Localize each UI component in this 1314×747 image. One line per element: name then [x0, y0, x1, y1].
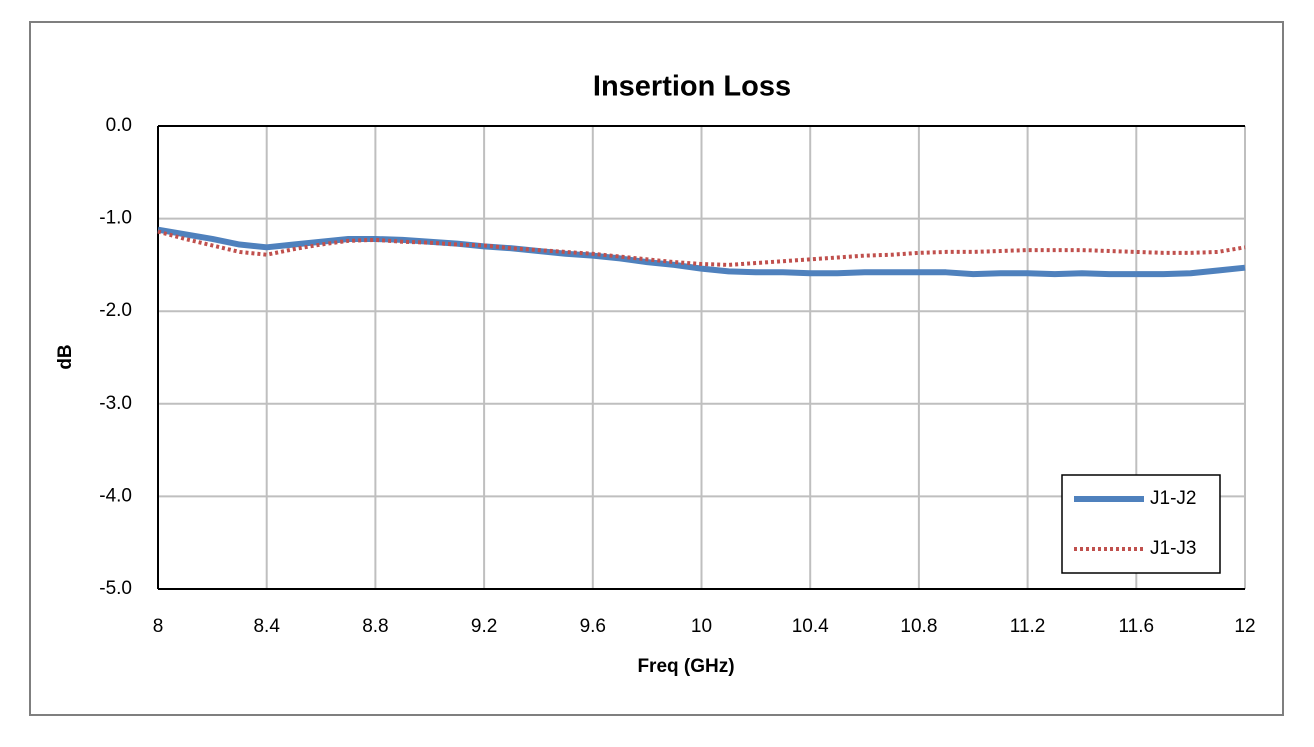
y-tick-label: -2.0: [99, 300, 132, 321]
y-axis-label: dB: [55, 344, 76, 369]
legend-box: [1061, 474, 1221, 574]
x-tick-label: 10: [691, 616, 712, 637]
x-tick-label: 8.4: [253, 616, 280, 637]
x-tick-label: 10.8: [900, 616, 937, 637]
y-tick-label: -4.0: [99, 485, 132, 506]
y-tick-label: -5.0: [99, 578, 132, 599]
x-tick-label: 12: [1234, 616, 1255, 637]
series-line: [157, 226, 1246, 278]
x-tick-label: 11.2: [1010, 616, 1046, 637]
x-tick-label: 8.8: [362, 616, 388, 637]
series-line: [157, 229, 1246, 267]
y-tick-label: -1.0: [99, 208, 132, 229]
y-tick-label: -3.0: [99, 393, 132, 414]
legend-label: J1-J2: [1150, 488, 1196, 509]
x-tick-label: 10.4: [792, 616, 829, 637]
chart-frame: [29, 21, 1284, 716]
x-tick-label: 9.2: [471, 616, 497, 637]
x-tick-label: 11.6: [1119, 616, 1155, 637]
y-tick-label: 0.0: [106, 115, 132, 136]
x-axis-label: Freq (GHz): [637, 656, 734, 677]
legend-label: J1-J3: [1150, 538, 1196, 559]
x-tick-label: 8: [153, 616, 164, 637]
x-tick-label: 9.6: [580, 616, 606, 637]
chart-title: Insertion Loss: [593, 71, 791, 103]
